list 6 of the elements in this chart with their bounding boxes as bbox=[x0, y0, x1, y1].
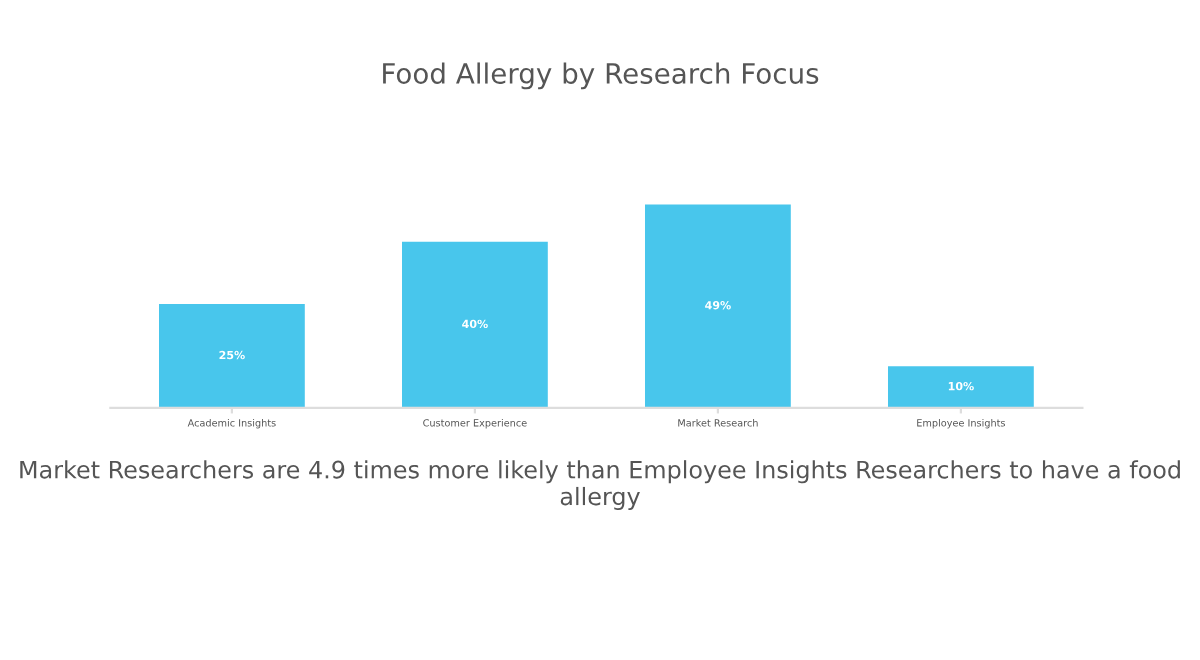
bar bbox=[645, 204, 791, 408]
bar bbox=[402, 241, 548, 408]
bar bbox=[159, 304, 305, 408]
text: Market Researchers are 4.9 times more likely than Employee Insights Researchers to have a food allergy bbox=[20, 460, 1180, 511]
bar bbox=[888, 366, 1034, 408]
chart-title: Food Allergy by Research Focus bbox=[383, 62, 819, 90]
